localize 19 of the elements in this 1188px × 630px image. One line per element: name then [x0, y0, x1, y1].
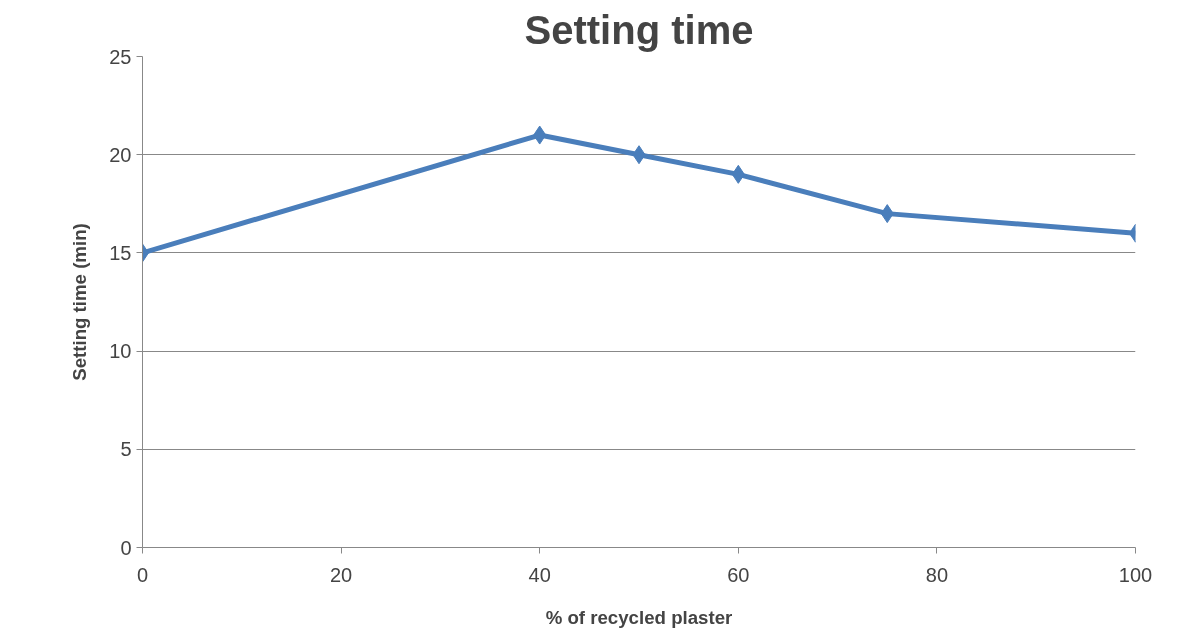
y-tick-label: 10 — [109, 340, 132, 363]
x-tick-label: 60 — [727, 563, 750, 586]
x-tick-label: 80 — [925, 563, 949, 586]
point — [533, 125, 547, 145]
y-tick-label: 15 — [109, 241, 132, 264]
x-tick-label: 0 — [136, 563, 149, 586]
y-tick-label: 5 — [120, 438, 132, 461]
chart-title: Setting time — [524, 7, 754, 52]
y-axis-title: Setting time (min) — [69, 223, 91, 381]
y-tick-label: 25 — [109, 45, 132, 68]
x-tick-label: 40 — [528, 563, 551, 586]
x-axis-title: % of recycled plaster — [545, 606, 733, 628]
point — [632, 145, 646, 165]
point — [880, 204, 894, 224]
point — [731, 164, 745, 184]
x-tick-label: 20 — [329, 563, 353, 586]
y-tick-label: 20 — [109, 143, 132, 166]
y-tick-label: 0 — [120, 536, 132, 559]
x-tick-label: 100 — [1118, 563, 1153, 586]
